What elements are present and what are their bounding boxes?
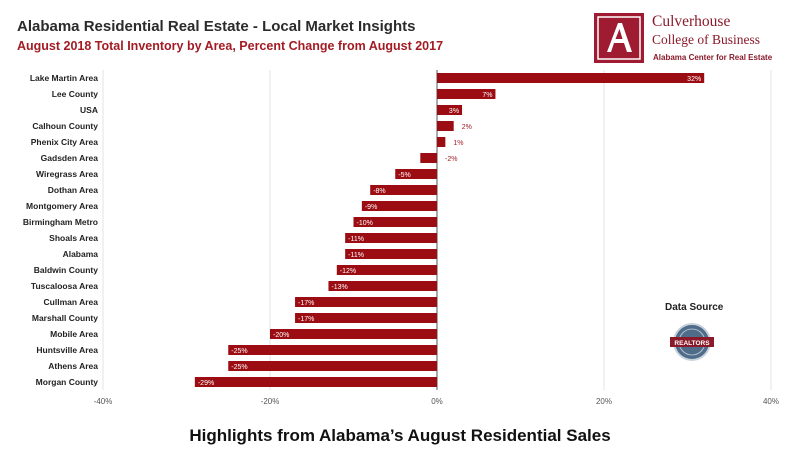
x-tick-label: -20% — [261, 397, 280, 406]
badge-text: REALTORS — [674, 340, 710, 347]
bar-value-label: -11% — [348, 252, 364, 259]
bar — [228, 361, 437, 371]
bar-value-label: 7% — [482, 92, 492, 99]
category-label: Lake Martin Area — [30, 73, 98, 83]
category-label: Phenix City Area — [31, 137, 99, 147]
category-label: Birmingham Metro — [23, 217, 98, 227]
bar-value-label: -2% — [445, 156, 457, 163]
logo-center: Alabama Center for Real Estate — [653, 53, 773, 62]
bar — [437, 105, 463, 115]
bar — [194, 377, 437, 387]
category-label: Marshall County — [32, 313, 98, 323]
category-label: Baldwin County — [34, 265, 98, 275]
bar — [370, 185, 437, 195]
bar — [437, 121, 454, 131]
category-label: Gadsden Area — [41, 153, 99, 163]
bar — [295, 297, 437, 307]
bar-value-label: 2% — [462, 124, 472, 131]
bar — [437, 89, 496, 99]
category-label: Huntsville Area — [36, 345, 98, 355]
bar — [437, 73, 705, 83]
x-tick-label: -40% — [94, 397, 113, 406]
x-tick-label: 0% — [431, 397, 443, 406]
x-tick-label: 40% — [763, 397, 779, 406]
bar-value-label: -20% — [273, 332, 289, 339]
bar — [270, 329, 437, 339]
bar-value-label: -25% — [231, 348, 247, 355]
category-label: Morgan County — [36, 377, 99, 387]
bar — [228, 345, 437, 355]
category-label: Wiregrass Area — [36, 169, 98, 179]
category-label: Lee County — [52, 89, 99, 99]
category-label: Calhoun County — [32, 121, 98, 131]
bar-value-label: 32% — [687, 76, 701, 83]
bar-value-label: 1% — [453, 140, 463, 147]
chart-subtitle: August 2018 Total Inventory by Area, Per… — [17, 39, 444, 53]
bar-value-label: -25% — [231, 364, 247, 371]
bar-value-label: -29% — [198, 380, 214, 387]
category-label: Alabama — [63, 249, 99, 259]
category-label: Dothan Area — [48, 185, 98, 195]
x-tick-label: 20% — [596, 397, 612, 406]
bar — [295, 313, 437, 323]
bar-value-label: -9% — [365, 204, 377, 211]
footer-headline: Highlights from Alabama’s August Residen… — [189, 426, 611, 445]
bar-value-label: -17% — [298, 316, 314, 323]
bar — [353, 217, 437, 227]
bar — [437, 137, 446, 147]
category-label: USA — [80, 105, 98, 115]
bar-value-label: -13% — [331, 284, 347, 291]
data-source-label: Data Source — [665, 302, 724, 313]
logo-college: College of Business — [652, 32, 760, 47]
bar-value-label: -11% — [348, 236, 364, 243]
category-label: Montgomery Area — [26, 201, 98, 211]
category-label: Tuscaloosa Area — [31, 281, 98, 291]
category-label: Athens Area — [48, 361, 98, 371]
category-label: Cullman Area — [44, 297, 99, 307]
chart-title: Alabama Residential Real Estate - Local … — [17, 18, 416, 35]
alabama-a-logo-icon — [594, 13, 644, 63]
bar — [345, 249, 437, 259]
bar-value-label: -5% — [398, 172, 410, 179]
culverhouse-logo: Culverhouse College of Business Alabama … — [594, 13, 794, 68]
bar — [395, 169, 437, 179]
bar — [420, 153, 437, 163]
realtors-badge-icon: REALTORS — [668, 322, 716, 362]
bar-value-label: -12% — [340, 268, 356, 275]
bar-value-label: -8% — [373, 188, 385, 195]
bar-value-label: -10% — [357, 220, 373, 227]
logo-name: Culverhouse — [652, 13, 731, 30]
category-label: Mobile Area — [50, 329, 98, 339]
bar — [345, 233, 437, 243]
bar-value-label: -17% — [298, 300, 314, 307]
category-label: Shoals Area — [49, 233, 98, 243]
bar — [361, 201, 437, 211]
bar-value-label: 3% — [449, 108, 459, 115]
bar — [328, 281, 437, 291]
bar — [336, 265, 437, 275]
